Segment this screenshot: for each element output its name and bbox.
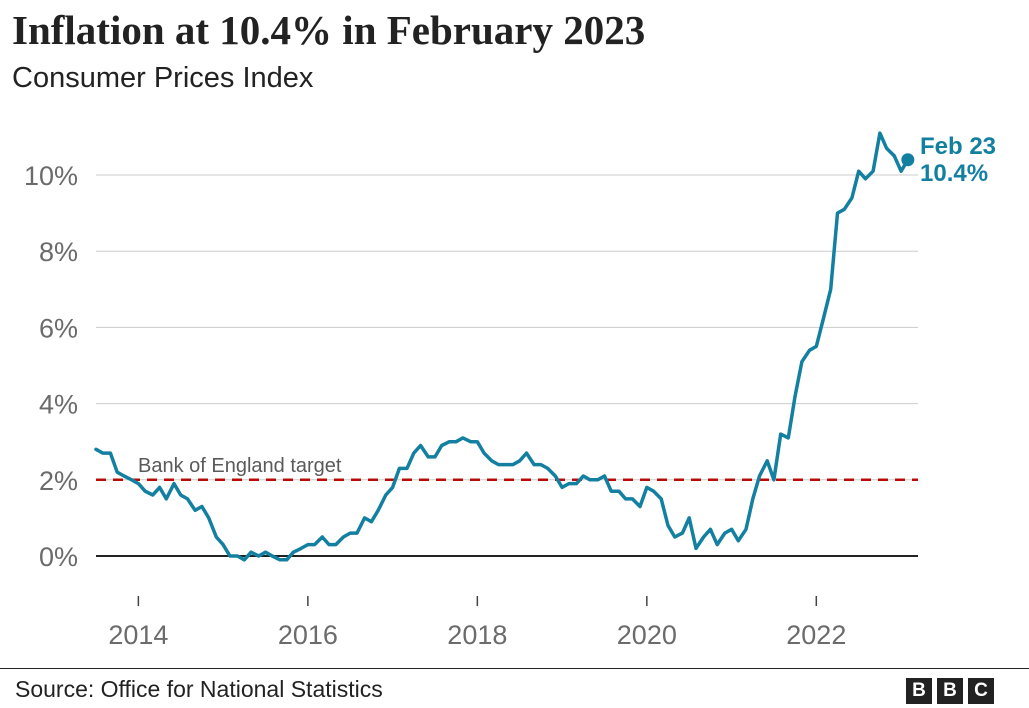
x-tick-label: 2018 (447, 620, 507, 650)
logo-letter: B (906, 678, 932, 704)
end-label-value: 10.4% (920, 160, 988, 187)
logo-letter: C (968, 678, 994, 704)
x-tick-label: 2014 (108, 620, 168, 650)
chart-subtitle: Consumer Prices Index (12, 62, 314, 94)
y-tick-label: 0% (39, 542, 78, 572)
y-tick-label: 2% (39, 466, 78, 496)
y-tick-label: 6% (39, 313, 78, 343)
y-tick-label: 8% (39, 237, 78, 267)
footer-divider (0, 668, 1029, 669)
x-tick-label: 2022 (786, 620, 846, 650)
target-line-label: Bank of England target (138, 455, 342, 477)
x-tick-label: 2020 (617, 620, 677, 650)
cpi-series-line (94, 131, 910, 562)
end-label-date: Feb 23 (920, 133, 996, 160)
bbc-logo: B B C (906, 678, 994, 704)
chart-title: Inflation at 10.4% in February 2023 (12, 7, 646, 53)
source-note: Source: Office for National Statistics (15, 676, 383, 702)
x-tick-label: 2016 (278, 620, 338, 650)
logo-letter: B (937, 678, 963, 704)
y-tick-label: 10% (24, 161, 78, 191)
line-chart: 0% 2% 4% 6% 8% 10% 2014 2016 2018 2020 2022 Bank of… (24, 131, 996, 650)
latest-point-marker (901, 153, 915, 167)
y-tick-label: 4% (39, 390, 78, 420)
